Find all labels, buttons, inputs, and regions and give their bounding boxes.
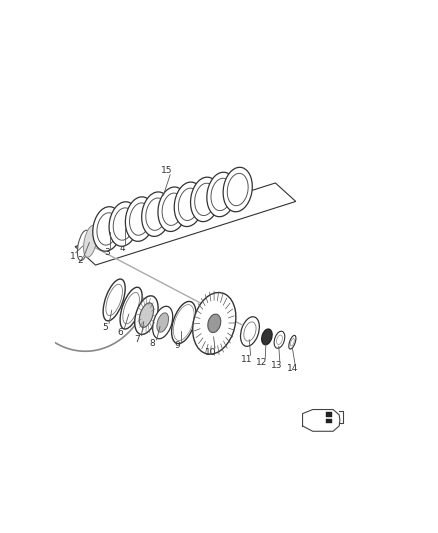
Ellipse shape: [123, 293, 139, 324]
Ellipse shape: [78, 230, 90, 261]
Ellipse shape: [141, 192, 171, 237]
Text: 4: 4: [120, 244, 125, 253]
Ellipse shape: [135, 296, 158, 334]
Ellipse shape: [120, 287, 142, 329]
Ellipse shape: [103, 279, 125, 321]
Ellipse shape: [208, 314, 221, 333]
Text: 1: 1: [70, 252, 75, 261]
Ellipse shape: [223, 167, 252, 212]
Text: 12: 12: [256, 358, 268, 367]
Text: 15: 15: [161, 166, 173, 175]
Ellipse shape: [174, 182, 203, 227]
Ellipse shape: [162, 193, 183, 225]
Bar: [325, 412, 332, 417]
Text: 11: 11: [241, 355, 252, 364]
Ellipse shape: [158, 187, 187, 231]
Ellipse shape: [274, 331, 285, 348]
Ellipse shape: [172, 301, 196, 344]
Ellipse shape: [153, 306, 173, 339]
Ellipse shape: [207, 172, 236, 217]
Text: 3: 3: [105, 248, 110, 257]
Ellipse shape: [240, 317, 259, 346]
Text: 2: 2: [78, 256, 83, 265]
Ellipse shape: [125, 197, 155, 241]
Ellipse shape: [130, 203, 150, 235]
Ellipse shape: [290, 338, 294, 346]
Ellipse shape: [194, 183, 215, 215]
Ellipse shape: [191, 177, 220, 222]
Text: 10: 10: [205, 348, 217, 357]
Ellipse shape: [276, 335, 283, 344]
Ellipse shape: [244, 322, 256, 341]
Text: 7: 7: [134, 335, 140, 344]
Bar: [325, 418, 332, 424]
Ellipse shape: [84, 225, 97, 257]
Text: 5: 5: [102, 323, 108, 332]
Text: 13: 13: [271, 361, 283, 370]
Ellipse shape: [193, 293, 236, 354]
Text: 9: 9: [175, 341, 180, 350]
Text: 6: 6: [117, 328, 123, 337]
Ellipse shape: [106, 284, 122, 316]
Ellipse shape: [173, 304, 194, 341]
Ellipse shape: [211, 179, 232, 211]
Ellipse shape: [146, 198, 167, 230]
Ellipse shape: [97, 213, 118, 245]
Text: 8: 8: [150, 340, 155, 349]
Ellipse shape: [262, 329, 272, 345]
Ellipse shape: [289, 335, 296, 349]
Ellipse shape: [227, 173, 248, 206]
Ellipse shape: [109, 202, 138, 246]
Text: 14: 14: [287, 364, 298, 373]
Ellipse shape: [113, 208, 134, 240]
Ellipse shape: [139, 303, 154, 327]
Ellipse shape: [93, 207, 122, 251]
Ellipse shape: [157, 313, 169, 332]
Ellipse shape: [178, 188, 199, 221]
